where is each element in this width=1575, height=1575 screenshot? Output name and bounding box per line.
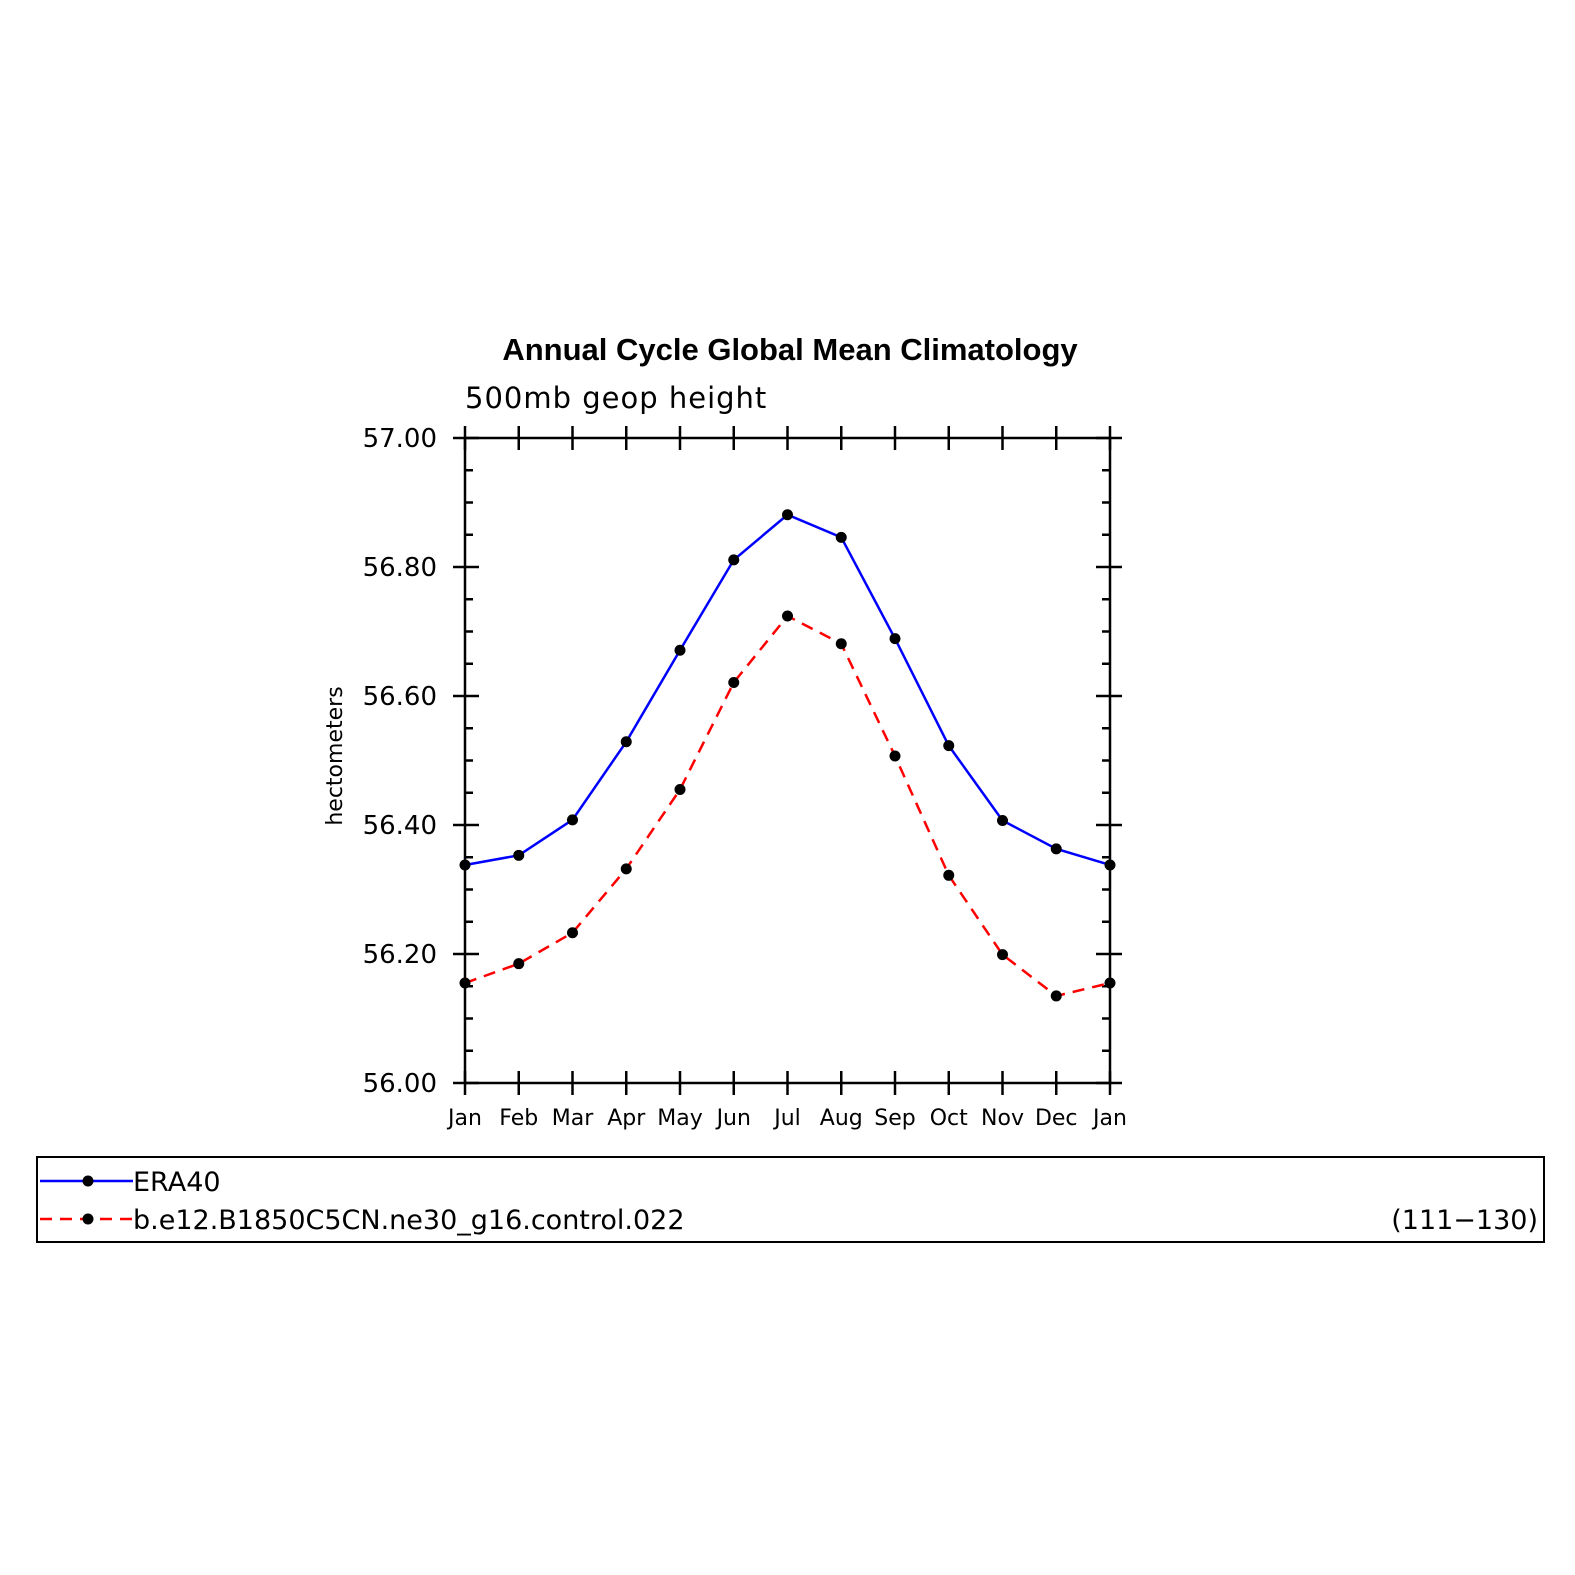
data-point	[997, 949, 1008, 961]
data-point	[889, 633, 901, 645]
data-point	[889, 750, 901, 762]
axis-tick-labels: Jan Feb Mar Apr May Jun Jul Aug Sep Oct Nov Dec Jan 5…	[363, 424, 1127, 1131]
x-tick-label: Mar	[552, 1106, 594, 1131]
x-tick-label: Sep	[874, 1106, 915, 1131]
x-tick-label: Aug	[820, 1106, 863, 1131]
data-point	[674, 644, 686, 656]
chart-subtitle: 500mb geop height	[465, 381, 767, 415]
data-point	[782, 509, 793, 521]
marker-layer	[459, 509, 1116, 1002]
data-point	[1050, 843, 1062, 855]
x-tick-label: Oct	[930, 1106, 968, 1131]
data-point	[620, 736, 632, 748]
legend-label-1: b.e12.B1850C5CN.ne30_g16.control.022	[133, 1205, 685, 1236]
data-point	[567, 927, 578, 939]
data-point	[728, 676, 740, 688]
data-point	[997, 814, 1008, 826]
x-tick-label: Dec	[1035, 1106, 1078, 1131]
x-tick-label: Jul	[772, 1106, 801, 1131]
legend-marker	[82, 1213, 94, 1225]
data-point	[513, 958, 525, 970]
data-point	[459, 977, 471, 989]
y-tick-label: 56.00	[363, 1069, 437, 1099]
x-tick-label: May	[657, 1106, 702, 1131]
y-tick-label: 56.40	[363, 811, 437, 841]
y-tick-label: 57.00	[363, 424, 437, 454]
legend: ERA40 b.e12.B1850C5CN.ne30_g16.control.02…	[40, 1167, 1538, 1236]
x-tick-label: Jan	[446, 1106, 482, 1131]
data-point	[835, 638, 847, 650]
data-point	[459, 859, 471, 871]
legend-note: (111−130)	[1391, 1205, 1538, 1236]
axis-ticks	[453, 426, 1122, 1095]
data-point	[728, 554, 740, 566]
plot-frame	[463, 436, 1112, 1085]
series-layer	[464, 513, 1111, 998]
x-tick-label: Jan	[1091, 1106, 1127, 1131]
data-point	[1104, 859, 1116, 871]
y-tick-label: 56.80	[363, 553, 437, 583]
x-tick-label: Apr	[607, 1106, 646, 1131]
y-tick-label: 56.20	[363, 940, 437, 970]
data-point	[620, 863, 632, 875]
legend-marker	[82, 1175, 94, 1187]
data-point	[1050, 990, 1062, 1002]
legend-box	[36, 1156, 1545, 1243]
legend-label-0: ERA40	[133, 1167, 221, 1198]
x-tick-label: Jun	[715, 1106, 751, 1131]
data-point	[835, 531, 847, 543]
data-point	[782, 610, 793, 622]
x-tick-label: Feb	[499, 1106, 538, 1131]
data-point	[513, 849, 525, 861]
x-tick-label: Nov	[981, 1106, 1024, 1131]
data-point	[943, 740, 955, 752]
y-axis-label: hectometers	[323, 686, 348, 825]
data-point	[1104, 977, 1116, 989]
chart-title: Annual Cycle Global Mean Climatology	[502, 332, 1078, 367]
series-line-0	[464, 513, 1111, 867]
y-tick-label: 56.60	[363, 682, 437, 712]
data-point	[674, 784, 686, 796]
data-point	[567, 814, 578, 826]
data-point	[943, 869, 955, 881]
series-line-1	[464, 614, 1111, 998]
